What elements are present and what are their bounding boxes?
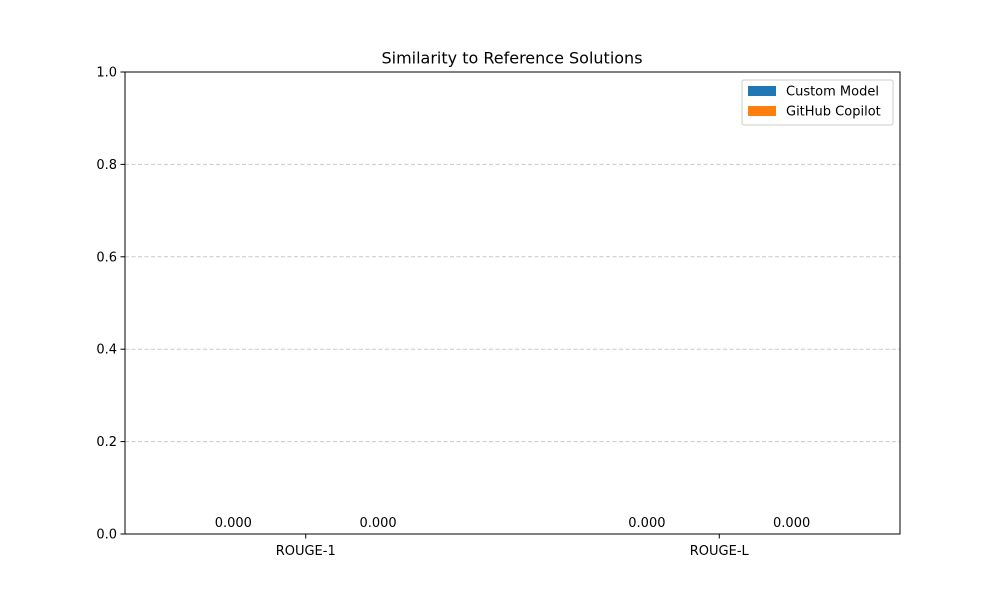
- plot-frame: [124, 71, 901, 535]
- value-label: 0.000: [628, 516, 665, 531]
- y-axis: 0.0 0.2 0.4 0.6 0.8 1.0: [96, 66, 125, 543]
- chart-title: Similarity to Reference Solutions: [381, 49, 642, 68]
- legend-label: Custom Model: [786, 85, 879, 100]
- legend-label: GitHub Copilot: [786, 105, 881, 120]
- value-labels: 0.000 0.000 0.000 0.000: [215, 516, 811, 531]
- legend-box: [741, 79, 894, 126]
- legend-swatch: [748, 86, 776, 96]
- value-label: 0.000: [359, 516, 396, 531]
- y-tick-label: 0.8: [96, 158, 117, 173]
- y-tick-label: 0.4: [96, 343, 117, 358]
- y-tick-label: 0.0: [96, 528, 117, 543]
- x-tick-label: ROUGE-L: [690, 544, 750, 559]
- value-label: 0.000: [773, 516, 810, 531]
- gridlines: [125, 163, 900, 443]
- value-label: 0.000: [215, 516, 252, 531]
- y-tick-label: 0.6: [96, 250, 117, 265]
- y-tick-label: 0.2: [96, 435, 117, 450]
- legend: Custom Model GitHub Copilot: [741, 79, 894, 126]
- legend-swatch: [748, 106, 776, 116]
- y-tick-label: 1.0: [96, 66, 117, 81]
- x-tick-label: ROUGE-1: [276, 544, 336, 559]
- x-axis: ROUGE-1 ROUGE-L: [276, 534, 750, 559]
